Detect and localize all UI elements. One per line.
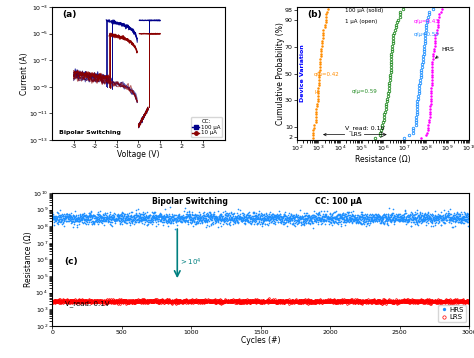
LRS bbox=[228, 299, 233, 304]
LRS bbox=[210, 300, 215, 304]
Text: (b): (b) bbox=[307, 10, 322, 19]
LRS bbox=[49, 299, 55, 304]
Text: V_read: 0.1V: V_read: 0.1V bbox=[64, 300, 109, 307]
HRS bbox=[167, 205, 173, 209]
Y-axis label: Resistance (Ω): Resistance (Ω) bbox=[24, 232, 33, 287]
Text: 1 μA (open): 1 μA (open) bbox=[345, 19, 377, 24]
Text: Bipolar Switching: Bipolar Switching bbox=[59, 130, 121, 135]
LRS bbox=[458, 299, 464, 303]
LRS bbox=[414, 299, 419, 303]
Text: (c): (c) bbox=[64, 257, 78, 266]
LRS bbox=[466, 298, 472, 303]
HRS bbox=[97, 214, 103, 219]
Text: σ/μ=0.43: σ/μ=0.43 bbox=[414, 19, 440, 24]
Text: HRS: HRS bbox=[436, 47, 454, 58]
Y-axis label: Current (A): Current (A) bbox=[20, 52, 29, 95]
Text: σ/μ=0.42: σ/μ=0.42 bbox=[314, 72, 340, 77]
Text: Bipolar Switching: Bipolar Switching bbox=[152, 197, 228, 206]
HRS bbox=[173, 227, 178, 231]
Text: CC: 100 μA: CC: 100 μA bbox=[315, 197, 362, 206]
LRS bbox=[123, 302, 128, 306]
HRS bbox=[228, 216, 233, 220]
Y-axis label: Cumulative Probability (%): Cumulative Probability (%) bbox=[276, 22, 285, 125]
Text: σ/μ=0.55: σ/μ=0.55 bbox=[414, 32, 440, 37]
Line: HRS: HRS bbox=[52, 207, 470, 230]
Legend: HRS, LRS: HRS, LRS bbox=[438, 305, 466, 322]
HRS bbox=[122, 217, 128, 221]
HRS bbox=[466, 219, 472, 223]
X-axis label: Cycles (#): Cycles (#) bbox=[241, 336, 281, 345]
Text: (a): (a) bbox=[63, 10, 77, 19]
Legend: 100 μA, 10 μA: 100 μA, 10 μA bbox=[191, 117, 222, 137]
Text: 100 μA (solid): 100 μA (solid) bbox=[345, 9, 383, 14]
HRS bbox=[414, 216, 419, 221]
Text: Device Variation: Device Variation bbox=[300, 45, 305, 102]
HRS bbox=[210, 218, 215, 222]
Text: LRS: LRS bbox=[324, 132, 362, 137]
Line: LRS: LRS bbox=[52, 297, 470, 305]
X-axis label: Voltage (V): Voltage (V) bbox=[117, 150, 160, 159]
Text: V_read: 0.1V: V_read: 0.1V bbox=[345, 125, 385, 131]
HRS bbox=[458, 218, 464, 222]
HRS bbox=[49, 217, 55, 221]
Text: $> 10^4$: $> 10^4$ bbox=[179, 256, 202, 268]
LRS bbox=[97, 298, 103, 303]
Text: σ/μ=0.59: σ/μ=0.59 bbox=[352, 90, 378, 95]
X-axis label: Resistance (Ω): Resistance (Ω) bbox=[356, 155, 411, 164]
LRS bbox=[266, 296, 272, 300]
LRS bbox=[122, 300, 128, 304]
Text: μ: μ bbox=[314, 90, 318, 95]
